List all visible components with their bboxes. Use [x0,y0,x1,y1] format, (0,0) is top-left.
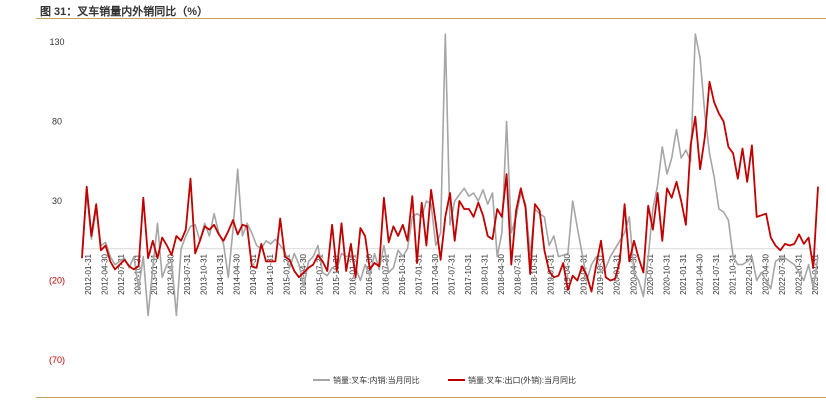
y-tick-label: 30 [52,196,62,206]
x-tick-label: 2019-07-31 [580,253,589,294]
x-tick-label: 2022-10-31 [794,253,803,294]
x-tick-label: 2013-04-30 [167,253,176,294]
legend-label: 销量:叉车:出口(外销):当月同比 [468,375,576,385]
x-tick-label: 2015-10-31 [332,253,341,294]
x-tick-label: 2013-07-31 [183,253,192,294]
x-tick-label: 2018-01-31 [481,253,490,294]
x-tick-label: 2015-07-31 [315,253,324,294]
x-tick-label: 2020-07-31 [646,253,655,294]
x-tick-label: 2016-01-31 [348,253,357,294]
x-tick-label: 2022-01-31 [745,253,754,294]
x-tick-label: 2012-04-30 [101,253,110,294]
x-tick-label: 2013-01-31 [150,253,159,294]
bottom-rule [36,397,826,398]
x-tick-label: 2021-07-31 [712,253,721,294]
x-tick-label: 2017-10-31 [464,253,473,294]
x-tick-label: 2014-10-31 [266,253,275,294]
x-tick-label: 2017-04-30 [431,253,440,294]
y-tick-label: 80 [52,117,62,127]
x-tick-label: 2021-01-31 [679,253,688,294]
x-tick-label: 2020-10-31 [662,253,671,294]
x-tick-label: 2022-04-30 [761,253,770,294]
x-tick-label: 2018-07-31 [514,253,523,294]
x-tick-label: 2021-04-30 [695,253,704,294]
x-tick-label: 2015-01-31 [282,253,291,294]
series-line-domestic [81,33,819,317]
x-tick-label: 2013-10-31 [200,253,209,294]
series-line-export [81,80,819,293]
x-tick-label: 2022-07-31 [778,253,787,294]
top-rule [36,18,826,19]
y-tick-label: (70) [49,355,65,365]
y-tick-label: 130 [49,37,64,47]
x-tick-label: 2014-01-31 [216,253,225,294]
x-tick-label: 2012-07-31 [117,253,126,294]
x-tick-label: 2019-04-30 [563,253,572,294]
x-tick-label: 2018-04-30 [497,253,506,294]
x-tick-label: 2020-04-30 [629,253,638,294]
x-tick-label: 2012-01-31 [84,253,93,294]
x-tick-label: 2012-10-31 [134,253,143,294]
x-tick-label: 2014-04-30 [233,253,242,294]
x-tick-label: 2014-07-31 [249,253,258,294]
chart-title: 图 31：叉车销量内外销同比（%） [40,6,209,18]
x-tick-label: 2016-10-31 [398,253,407,294]
x-tick-label: 2021-10-31 [728,253,737,294]
x-tick-label: 2016-07-31 [381,253,390,294]
legend-label: 销量:叉车:内销:当月同比 [333,375,420,385]
x-tick-label: 2017-07-31 [448,253,457,294]
x-tick-label: 2017-01-31 [414,253,423,294]
y-tick-label: (20) [49,276,65,286]
x-tick-label: 2018-10-31 [530,253,539,294]
x-tick-label: 2019-10-31 [596,253,605,294]
